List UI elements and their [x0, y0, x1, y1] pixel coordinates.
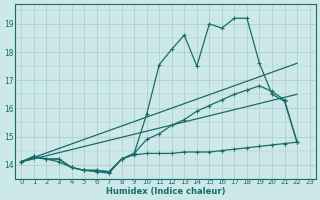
X-axis label: Humidex (Indice chaleur): Humidex (Indice chaleur)	[106, 187, 225, 196]
